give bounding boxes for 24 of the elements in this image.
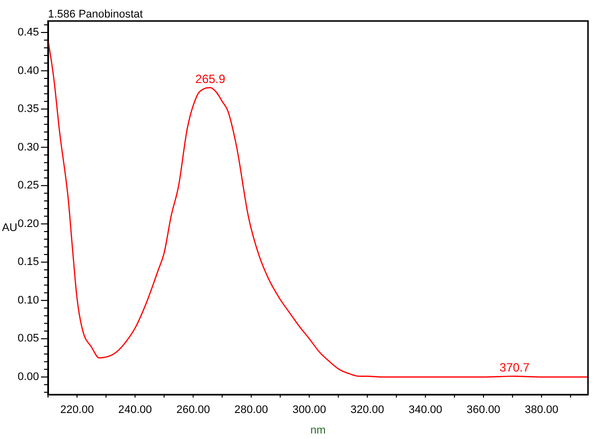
annotation: 265.9 xyxy=(195,72,226,86)
y-tick-label: 0.05 xyxy=(18,332,39,345)
x-tick-label: 240.00 xyxy=(118,404,152,416)
x-tick-label: 340.00 xyxy=(408,404,442,416)
y-tick-label: 0.20 xyxy=(18,218,39,230)
y-tick-label: 0.10 xyxy=(18,294,39,306)
y-axis-title: AU xyxy=(2,222,18,234)
x-tick-label: 260.00 xyxy=(176,404,210,416)
y-tick-label: 0.30 xyxy=(18,141,39,154)
annotation: 370.7 xyxy=(500,360,530,375)
y-tick-label: 0.00 xyxy=(18,371,39,384)
x-tick-label: 380.00 xyxy=(524,404,558,416)
x-tick-label: 280.00 xyxy=(234,404,268,416)
y-tick-label: 0.15 xyxy=(18,256,39,268)
x-tick-label: 300.00 xyxy=(292,404,326,416)
y-tick-label: 0.40 xyxy=(18,64,39,77)
x-tick-label: 360.00 xyxy=(466,404,500,416)
chart-title: 1.586 Panobinostat xyxy=(48,8,143,21)
x-tick-label: 220.00 xyxy=(60,404,94,416)
y-tick-label: 0.35 xyxy=(18,103,39,116)
y-tick-label: 0.45 xyxy=(18,26,39,39)
y-tick-label: 0.25 xyxy=(18,180,39,192)
x-axis-title: nm xyxy=(310,424,326,436)
x-tick-label: 320.00 xyxy=(350,404,384,416)
